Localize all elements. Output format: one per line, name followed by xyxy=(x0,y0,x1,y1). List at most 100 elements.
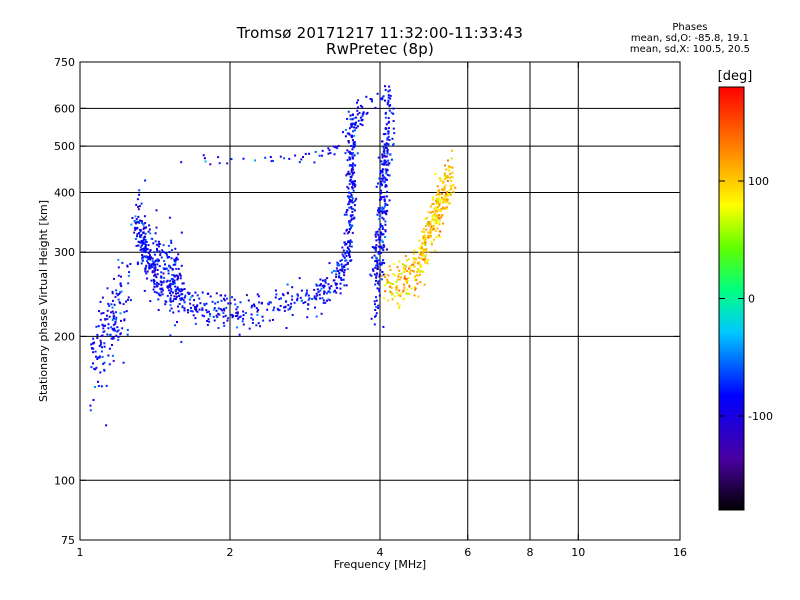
data-point xyxy=(382,325,385,328)
data-point xyxy=(155,291,158,294)
data-point xyxy=(137,244,140,247)
data-point xyxy=(351,201,354,204)
data-point xyxy=(242,310,245,313)
data-point xyxy=(423,248,426,251)
data-point xyxy=(168,216,171,219)
data-point xyxy=(150,279,153,282)
data-point xyxy=(382,244,385,246)
data-point xyxy=(380,177,383,180)
data-point xyxy=(154,266,157,269)
data-point xyxy=(207,318,210,321)
data-point xyxy=(376,266,379,268)
data-point xyxy=(393,263,395,265)
data-point xyxy=(415,278,418,281)
data-point xyxy=(335,146,338,149)
data-point xyxy=(96,333,99,336)
data-point xyxy=(144,222,147,225)
data-point xyxy=(361,124,364,127)
data-point xyxy=(376,92,379,95)
data-point xyxy=(137,205,140,208)
data-point xyxy=(269,301,272,304)
data-point xyxy=(115,292,118,295)
data-point xyxy=(449,193,452,196)
data-point xyxy=(349,152,351,155)
data-point xyxy=(150,264,153,267)
data-point xyxy=(377,209,379,212)
data-point xyxy=(383,198,386,201)
data-point xyxy=(352,117,355,120)
data-point xyxy=(430,241,433,244)
data-point xyxy=(356,109,359,112)
data-point xyxy=(220,294,223,297)
data-point xyxy=(109,333,112,336)
data-point xyxy=(103,369,106,372)
data-point xyxy=(349,158,351,161)
data-point xyxy=(324,278,327,281)
data-point xyxy=(440,207,443,210)
data-point xyxy=(110,303,113,306)
data-point xyxy=(378,275,381,278)
data-point xyxy=(323,292,325,295)
data-point xyxy=(422,254,425,257)
data-point xyxy=(335,270,337,273)
data-point xyxy=(327,152,330,155)
data-point xyxy=(183,288,186,290)
data-point xyxy=(182,282,185,285)
data-point xyxy=(99,371,102,374)
data-point xyxy=(443,173,446,176)
data-point xyxy=(332,279,335,282)
data-point xyxy=(296,297,299,300)
data-point xyxy=(449,184,452,187)
data-point xyxy=(434,249,437,252)
data-point xyxy=(422,235,425,238)
data-point xyxy=(314,296,317,299)
data-point xyxy=(142,236,145,239)
trace-segment-o xyxy=(130,179,186,343)
data-point xyxy=(342,255,345,258)
data-point xyxy=(110,311,113,314)
data-point xyxy=(174,261,177,264)
data-point xyxy=(389,97,392,100)
data-point xyxy=(226,319,229,322)
data-point xyxy=(347,140,350,143)
data-point xyxy=(413,294,416,297)
data-point xyxy=(436,215,438,218)
data-point xyxy=(437,208,440,211)
data-point xyxy=(379,171,382,174)
data-point xyxy=(144,268,147,271)
data-point xyxy=(352,143,355,146)
phase-info-title: Phases xyxy=(672,22,708,33)
data-point xyxy=(313,295,316,298)
data-point xyxy=(282,294,285,297)
data-point xyxy=(158,250,161,253)
data-point xyxy=(164,251,167,254)
data-point xyxy=(340,279,343,281)
data-point xyxy=(96,337,99,339)
data-point xyxy=(335,286,338,289)
data-point xyxy=(438,177,441,180)
data-point xyxy=(155,226,158,229)
data-point xyxy=(392,142,395,145)
data-point xyxy=(447,167,450,170)
data-point xyxy=(327,298,330,301)
data-point xyxy=(384,276,387,279)
data-point xyxy=(350,134,353,137)
data-point xyxy=(435,210,437,212)
data-point xyxy=(345,284,348,287)
data-point xyxy=(416,274,419,277)
data-point xyxy=(349,118,352,121)
data-point xyxy=(446,180,449,182)
data-point xyxy=(443,186,446,188)
data-point xyxy=(195,309,198,312)
data-point xyxy=(381,153,384,156)
data-point xyxy=(403,277,406,280)
data-point xyxy=(400,272,403,275)
data-point xyxy=(183,296,186,299)
data-point xyxy=(168,300,171,303)
data-point xyxy=(352,189,355,192)
data-point xyxy=(413,286,416,289)
data-point xyxy=(452,190,455,193)
data-point xyxy=(419,247,422,250)
data-point xyxy=(224,314,227,317)
